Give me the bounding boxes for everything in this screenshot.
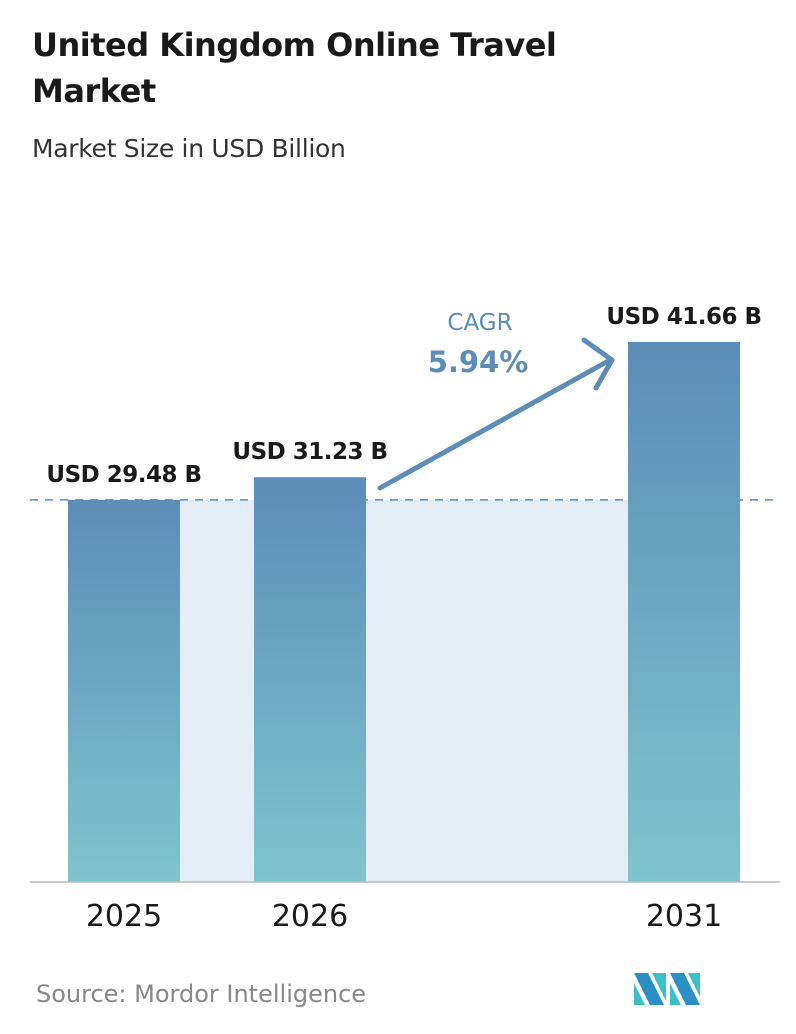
data-label: USD 31.23 B: [232, 439, 387, 465]
cagr-arrowhead: [581, 337, 615, 391]
x-tick-label: 2026: [272, 899, 348, 934]
bar-2031: [628, 342, 740, 882]
data-label: USD 41.66 B: [606, 304, 761, 330]
bar-2025: [68, 499, 180, 882]
x-tick-label: 2031: [646, 899, 722, 934]
bar-chart: USD 29.48 B 2025 USD 31.23 B 2026 USD 41.66 …: [30, 304, 780, 934]
x-tick-label: 2025: [86, 899, 162, 934]
chart-subtitle: Market Size in USD Billion: [32, 134, 346, 163]
data-label: USD 29.48 B: [46, 462, 201, 488]
bar-2026: [254, 477, 366, 882]
cagr-label: CAGR: [447, 310, 512, 336]
chart-title: United Kingdom Online Travel Market: [32, 26, 557, 110]
cagr-value: 5.94%: [428, 345, 529, 379]
reference-band: [180, 499, 628, 882]
cagr-arrow: [377, 357, 613, 491]
source-text: Source: Mordor Intelligence: [36, 980, 367, 1008]
